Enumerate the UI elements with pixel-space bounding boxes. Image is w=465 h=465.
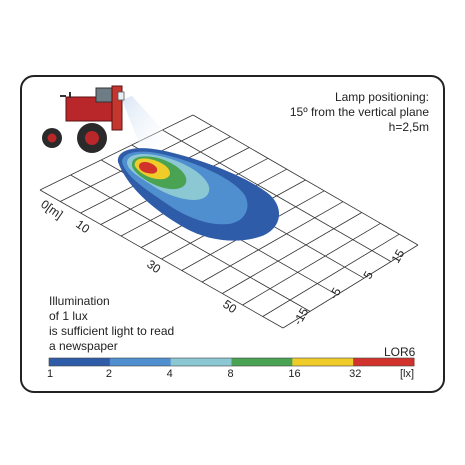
isolux-32lx [139, 162, 158, 174]
y-tick-15: 15 [388, 247, 407, 266]
grid-line [262, 233, 400, 317]
scale-border [48, 357, 415, 367]
scale-segment [231, 358, 293, 366]
positioning-line-2: 15º from the vertical plane [289, 105, 429, 119]
grid-line [39, 189, 284, 329]
note-line-3: is sufficient light to read [49, 324, 175, 338]
y-tick-5: 5 [360, 268, 376, 281]
note-line-1: Illumination [49, 294, 110, 308]
ground-grid [39, 114, 419, 329]
scale-label: 32 [349, 368, 362, 380]
grid-line [222, 212, 362, 294]
lux-color-scale [48, 357, 415, 367]
scale-segment [353, 358, 415, 366]
grid-line [162, 129, 392, 262]
positioning-line-3: h=2,5m [388, 120, 429, 134]
scale-label: 1 [47, 368, 54, 380]
y-tick-neg5: -5 [326, 285, 344, 302]
y-tick-neg15: -15 [290, 305, 311, 327]
x-tick-10: 10 [73, 217, 92, 236]
grid-line [39, 114, 194, 191]
x-tick-50: 50 [220, 297, 239, 316]
light-beam [122, 96, 172, 158]
scale-label: 4 [166, 368, 173, 380]
note-line-2: of 1 lux [49, 309, 88, 323]
scale-unit-label: [lx] [400, 368, 415, 380]
scale-segment [292, 358, 354, 366]
scale-label: 8 [227, 368, 234, 380]
model-label: LOR6 [384, 345, 416, 359]
x-tick-30: 30 [144, 257, 163, 276]
scale-segment [109, 358, 172, 366]
isolux-plot [117, 148, 280, 241]
scale-segment [170, 358, 232, 366]
scale-segment [49, 358, 111, 366]
grid-line [192, 114, 419, 246]
positioning-line-1: Lamp positioning: [334, 90, 429, 104]
note-line-4: a newspaper [49, 339, 118, 353]
scale-label: 16 [288, 368, 301, 380]
grid-line [201, 201, 344, 283]
illumination-note: Illumination of 1 lux is sufficient ligh… [49, 294, 174, 354]
scale-label: 2 [105, 368, 112, 380]
lamp-positioning-note: Lamp positioning: 15º from the vertical … [290, 90, 429, 135]
grid-line [282, 244, 419, 329]
lamp-icon [117, 91, 125, 101]
grid-line [242, 222, 381, 306]
grid-line [70, 174, 311, 312]
tractor-icon [42, 85, 125, 153]
